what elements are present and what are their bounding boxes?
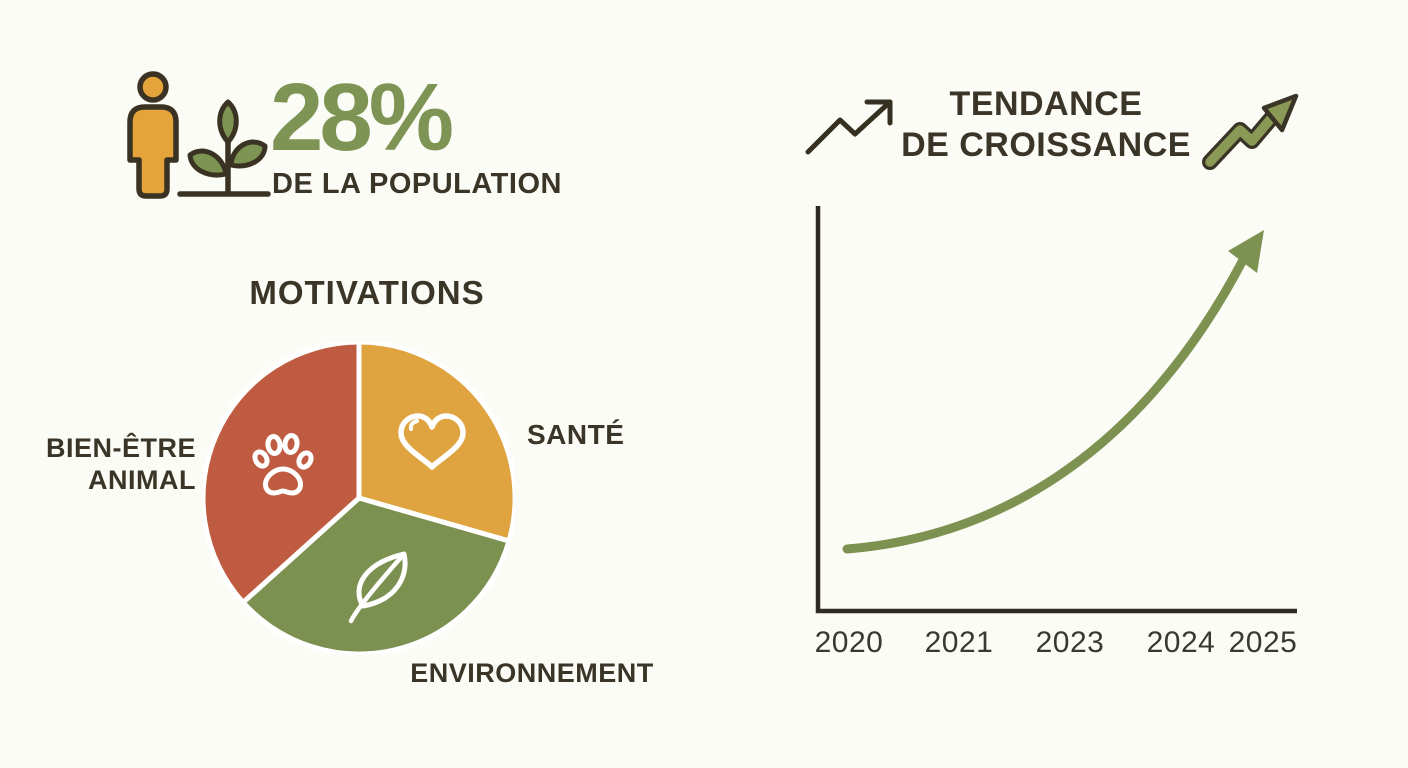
leaf-icon [348,551,408,624]
pie-label-line1: BIEN-ÊTRE [45,433,196,463]
pie-label-environnement: ENVIRONNEMENT [410,658,654,688]
x-tick-2025: 2025 [1228,626,1298,659]
pie-label-line2: ANIMAL [88,464,196,495]
plant-icon [177,99,271,197]
population-stat-icon [127,71,271,199]
motivations-pie-chart [203,342,515,654]
pie-slice-sante [356,342,515,544]
chart-axes [815,206,1297,614]
pie-label-sante: SANTÉ [527,419,625,450]
heart-icon [398,413,466,470]
growth-line-chart [815,206,1297,614]
pie-title: MOTIVATIONS [249,274,485,311]
x-tick-2021: 2021 [924,626,994,659]
x-tick-2024: 2024 [1146,626,1216,659]
pie-slice-bien-etre-animal [203,342,362,605]
person-body [127,104,179,199]
pie-slice-environnement [240,495,512,654]
x-tick-2020: 2020 [814,626,884,659]
trend-title: TENDANCE DE CROISSANCE [900,84,1192,167]
stat-label: DE LA POPULATION [272,168,562,200]
trend-title-line2: DE CROISSANCE [901,126,1191,165]
curve-arrowhead-icon [1228,230,1264,273]
trend-title-line1: TENDANCE [949,85,1143,123]
pie-label-bien-etre-animal: BIEN-ÊTRE ANIMAL [30,433,196,496]
growth-curve [842,255,1248,554]
paw-icon [252,433,314,496]
plant-leaf-top [217,99,239,145]
x-tick-2023: 2023 [1035,626,1105,659]
plant-leaf-left [187,148,229,178]
person-icon [127,71,179,199]
zigzag-arrow-icon [805,99,893,155]
person-head [137,71,169,103]
stat-value: 28% [270,64,454,171]
plant-leaf-right [228,139,268,169]
green-trend-arrow-icon [1202,93,1299,170]
